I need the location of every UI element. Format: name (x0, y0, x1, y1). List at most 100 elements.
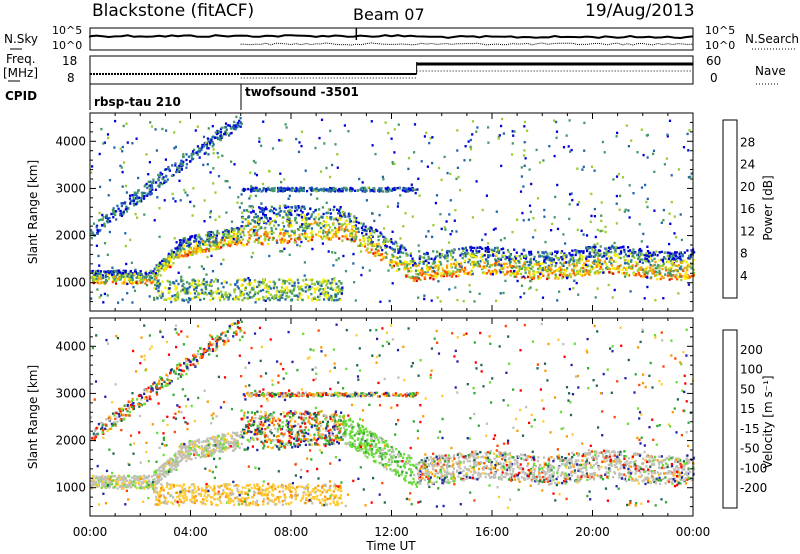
data-point (106, 221, 109, 224)
data-point (686, 249, 689, 252)
data-point (103, 222, 106, 225)
data-point (258, 280, 261, 284)
data-point (202, 267, 205, 271)
data-point (127, 273, 130, 276)
noise-search-trace (240, 42, 694, 46)
data-point (598, 254, 601, 257)
data-point (431, 161, 434, 165)
data-point (303, 205, 306, 208)
data-point (476, 260, 480, 263)
data-point (283, 279, 287, 283)
data-point (331, 229, 334, 232)
data-point (107, 136, 110, 140)
data-point (511, 230, 514, 234)
data-point (550, 229, 553, 232)
data-point (380, 253, 384, 256)
data-point (344, 269, 348, 273)
data-point (409, 252, 412, 255)
data-point (670, 174, 673, 177)
data-point (596, 261, 600, 264)
data-point (541, 255, 544, 258)
data-point (242, 225, 245, 228)
data-point (478, 263, 481, 266)
data-point (161, 264, 164, 268)
data-point (253, 229, 256, 232)
data-point (266, 297, 269, 300)
data-point (248, 279, 251, 282)
data-point (302, 289, 305, 292)
data-point (426, 258, 429, 262)
data-point (515, 275, 518, 278)
data-point (617, 267, 620, 270)
data-point (629, 290, 632, 293)
data-point (597, 272, 600, 275)
data-point (476, 265, 479, 268)
data-point (498, 269, 501, 272)
data-point (425, 131, 428, 135)
data-point (288, 209, 291, 212)
data-point (216, 129, 219, 133)
data-point (341, 286, 344, 289)
data-point (462, 254, 466, 257)
data-point (688, 276, 691, 279)
data-point (182, 299, 186, 302)
data-point (159, 173, 162, 176)
data-point (225, 294, 228, 297)
data-point (518, 267, 521, 270)
data-point (168, 168, 171, 171)
data-point (370, 189, 373, 192)
data-point (456, 129, 459, 132)
data-point (339, 428, 342, 431)
data-point (390, 266, 394, 269)
data-point (651, 264, 654, 268)
data-point (310, 238, 314, 241)
data-point (669, 255, 672, 258)
data-point (171, 250, 174, 253)
data-point (232, 124, 235, 127)
data-point (414, 191, 417, 195)
data-point (468, 284, 471, 287)
data-point (198, 242, 201, 245)
data-point (686, 268, 689, 272)
data-point (391, 161, 394, 164)
data-point (277, 224, 280, 227)
data-point (217, 131, 220, 135)
data-point (224, 179, 227, 183)
data-point (195, 252, 198, 255)
data-point (196, 145, 199, 148)
data-point (123, 202, 126, 205)
data-point (259, 207, 262, 210)
data-point (266, 286, 269, 289)
data-point (396, 256, 399, 260)
data-point (624, 275, 627, 278)
data-point (471, 256, 474, 259)
data-point (173, 237, 176, 240)
data-point (150, 125, 154, 128)
data-point (399, 251, 402, 254)
data-point (491, 270, 494, 273)
data-point (179, 241, 182, 245)
data-point (252, 294, 256, 297)
data-point (470, 269, 473, 272)
data-point (644, 268, 647, 271)
data-point (217, 243, 220, 246)
data-point (478, 250, 481, 253)
data-point (676, 269, 679, 273)
data-point (612, 267, 615, 270)
data-point (570, 269, 574, 272)
data-point (218, 215, 221, 218)
data-point (625, 268, 628, 271)
data-point (601, 229, 604, 233)
data-point (481, 238, 484, 242)
data-point (596, 251, 599, 255)
data-point (415, 265, 418, 268)
data-point (472, 263, 475, 266)
data-point (368, 269, 371, 272)
data-point (568, 274, 571, 277)
data-point (202, 163, 205, 167)
data-point (636, 262, 639, 266)
data-point (686, 276, 689, 280)
data-point (325, 296, 328, 299)
data-point (366, 236, 369, 240)
data-point (418, 250, 421, 253)
